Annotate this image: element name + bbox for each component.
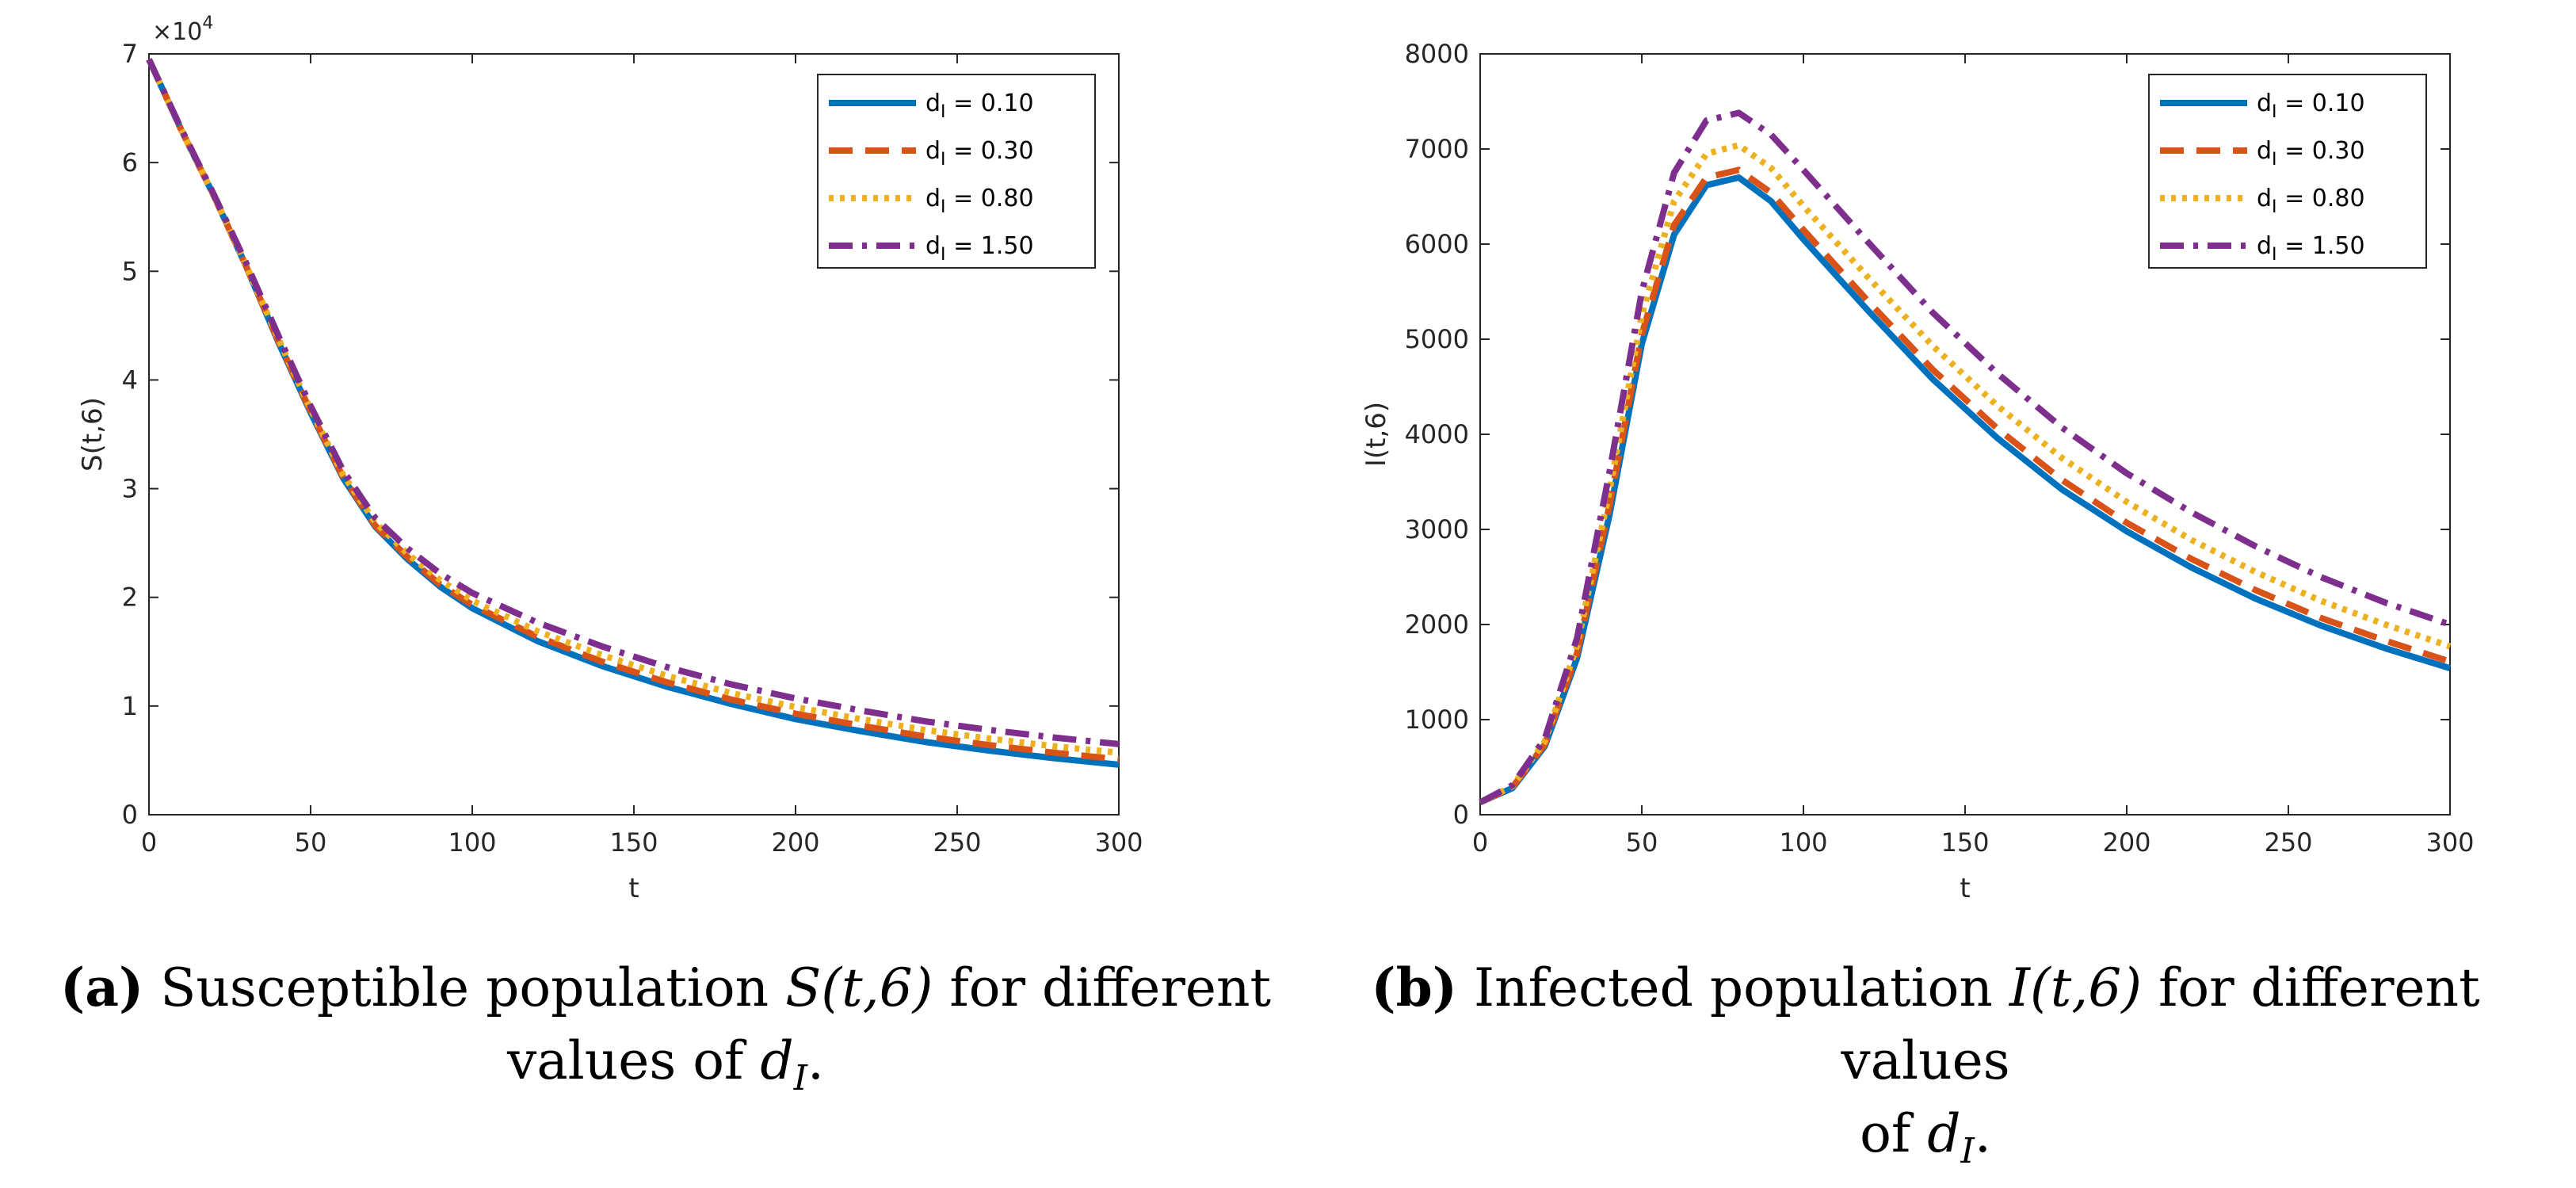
legend-box — [2148, 74, 2427, 269]
x-tick-label: 150 — [1941, 827, 1989, 858]
y-tick-label: 3000 — [1405, 514, 1469, 544]
x-axis-label: t — [628, 873, 639, 904]
legend-entry-1: dI = 0.10 — [2257, 90, 2365, 122]
series-line-4 — [1479, 109, 2452, 805]
y-tick-label: 1 — [122, 691, 138, 721]
caption-b-tail: for different values — [1841, 957, 2480, 1091]
caption-b-label: (b) — [1371, 957, 1458, 1018]
x-tick-label: 300 — [1094, 827, 1143, 858]
legend-entry-1: dI = 0.10 — [925, 90, 1034, 122]
caption-a-label: (a) — [59, 957, 144, 1018]
legend-entry-4: dI = 1.50 — [925, 232, 1034, 265]
figure-canvas: 0 50 100 150 200 250 30001234567×104tS(t,6)dI … — [77, 13, 2475, 904]
y-tick-label: 6 — [122, 147, 138, 178]
legend-entry-2: dI = 0.30 — [2257, 137, 2365, 170]
y-tick-label: 5 — [122, 256, 138, 286]
y-tick-label: 0 — [122, 800, 138, 830]
y-tick-label: 0 — [1453, 800, 1469, 830]
caption-b-period: . — [1974, 1103, 1991, 1164]
caption-b-line2: of — [1860, 1103, 1911, 1164]
series-line-3 — [146, 58, 1120, 756]
caption-a-period: . — [807, 1030, 824, 1091]
x-tick-label: 0 — [141, 827, 157, 858]
legend-entry-2: dI = 0.30 — [925, 137, 1034, 170]
x-tick-label: 250 — [933, 827, 981, 858]
x-tick-label: 50 — [1626, 827, 1658, 858]
caption-b-math2-d: d — [1927, 1103, 1961, 1164]
caption-a: (a) Susceptible population S(t,6) for di… — [48, 951, 1284, 1115]
legend-entry-3: dI = 0.80 — [2257, 185, 2365, 217]
y-axis-label: S(t,6) — [77, 397, 109, 472]
y-tick-label: 2000 — [1405, 609, 1469, 640]
x-axis-label: t — [1960, 873, 1970, 904]
y-tick-label: 7 — [122, 39, 138, 69]
caption-b-math2-sub: I — [1960, 1131, 1975, 1172]
x-tick-label: 100 — [448, 827, 496, 858]
x-tick-label: 200 — [2102, 827, 2150, 858]
y-tick-label: 6000 — [1405, 229, 1469, 259]
caption-b-math2: dI — [1927, 1103, 1975, 1171]
caption-a-text: Susceptible population — [160, 957, 769, 1018]
y-exponent-label: ×104 — [152, 13, 213, 46]
x-tick-label: 150 — [609, 827, 658, 858]
chart-susceptible: 0 50 100 150 200 250 300 0 1 2 3 4 5 6 7 ×104 t S(t,6) dI … — [77, 13, 1143, 904]
caption-a-tail: for different — [949, 957, 1271, 1018]
y-tick-label: 4000 — [1405, 419, 1469, 449]
x-tick-label: 100 — [1779, 827, 1827, 858]
y-tick-label: 2 — [122, 583, 138, 613]
caption-a-math2-sub: I — [793, 1058, 807, 1099]
caption-a-math2-d: d — [760, 1030, 794, 1091]
x-tick-label: 300 — [2425, 827, 2474, 858]
y-tick-label: 8000 — [1405, 39, 1469, 69]
y-tick-label: 1000 — [1405, 705, 1469, 735]
y-tick-label: 5000 — [1405, 324, 1469, 354]
caption-a-line2: values of — [507, 1030, 744, 1091]
y-axis-label: I(t,6) — [1361, 402, 1392, 467]
series-line-4 — [146, 58, 1120, 747]
legend-entry-3: dI = 0.80 — [925, 185, 1034, 217]
caption-a-math: S(t,6) — [785, 957, 933, 1018]
caption-b-math: I(t,6) — [2009, 957, 2142, 1018]
caption-b: (b) Infected population I(t,6) for diffe… — [1284, 951, 2567, 1188]
caption-a-math2: dI — [760, 1030, 807, 1098]
legend-box — [817, 74, 1096, 269]
y-tick-label: 4 — [122, 365, 138, 395]
x-tick-label: 200 — [771, 827, 819, 858]
chart-infected: 0 50 100 150 200 250 3000100020003000400050006… — [1361, 39, 2475, 904]
caption-b-text: Infected population — [1474, 957, 1993, 1018]
x-tick-label: 50 — [295, 827, 327, 858]
y-tick-label: 7000 — [1405, 134, 1469, 164]
y-tick-label: 3 — [122, 474, 138, 504]
x-tick-label: 250 — [2264, 827, 2312, 858]
legend-entry-4: dI = 1.50 — [2257, 232, 2365, 265]
x-tick-label: 0 — [1472, 827, 1488, 858]
